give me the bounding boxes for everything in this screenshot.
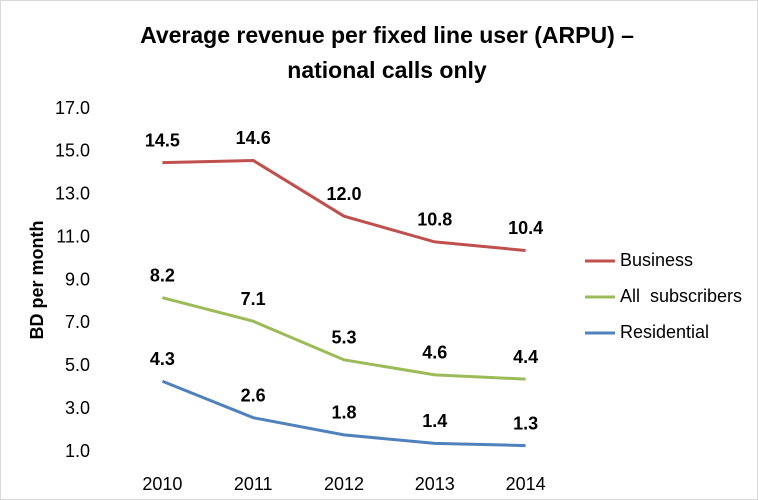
x-tick-label: 2013 [415,474,455,494]
data-label: 8.2 [150,265,175,285]
y-tick-label: 1.0 [65,441,90,461]
series-line [161,379,526,448]
data-label: 5.3 [331,328,356,348]
chart-title: Average revenue per fixed line user (ARP… [140,22,634,48]
data-label: 1.3 [513,413,538,433]
y-tick-label: 3.0 [65,398,90,418]
data-label: 10.8 [417,210,452,230]
x-tick-label: 2012 [324,474,364,494]
data-label: 1.4 [422,411,447,431]
data-label: 10.4 [508,218,543,238]
legend-label: All subscribers [620,286,742,306]
y-tick-label: 7.0 [65,312,90,332]
legend-label: Residential [620,322,709,342]
legend-label: Business [620,250,693,270]
y-tick-label: 9.0 [65,269,90,289]
data-label: 14.6 [236,128,271,148]
series-line [162,296,526,381]
data-label: 4.3 [150,349,175,369]
y-axis-label: BD per month [27,221,47,340]
x-tick-label: 2011 [234,474,273,494]
y-tick-label: 13.0 [55,184,90,204]
data-label: 12.0 [326,184,361,204]
x-tick-label: 2014 [506,474,546,494]
y-tick-label: 11.0 [56,226,90,246]
chart-title: national calls only [287,57,487,83]
data-label: 2.6 [241,385,266,405]
data-label: 1.8 [331,403,356,423]
x-tick-label: 2010 [142,474,182,494]
data-label: 4.4 [513,347,538,367]
data-label: 14.5 [145,130,180,150]
y-tick-label: 15.0 [55,141,90,161]
y-tick-label: 5.0 [65,355,90,375]
data-label: 7.1 [241,289,266,309]
series-line [162,158,526,252]
data-label: 4.6 [422,343,447,363]
y-tick-label: 17.0 [55,98,90,118]
